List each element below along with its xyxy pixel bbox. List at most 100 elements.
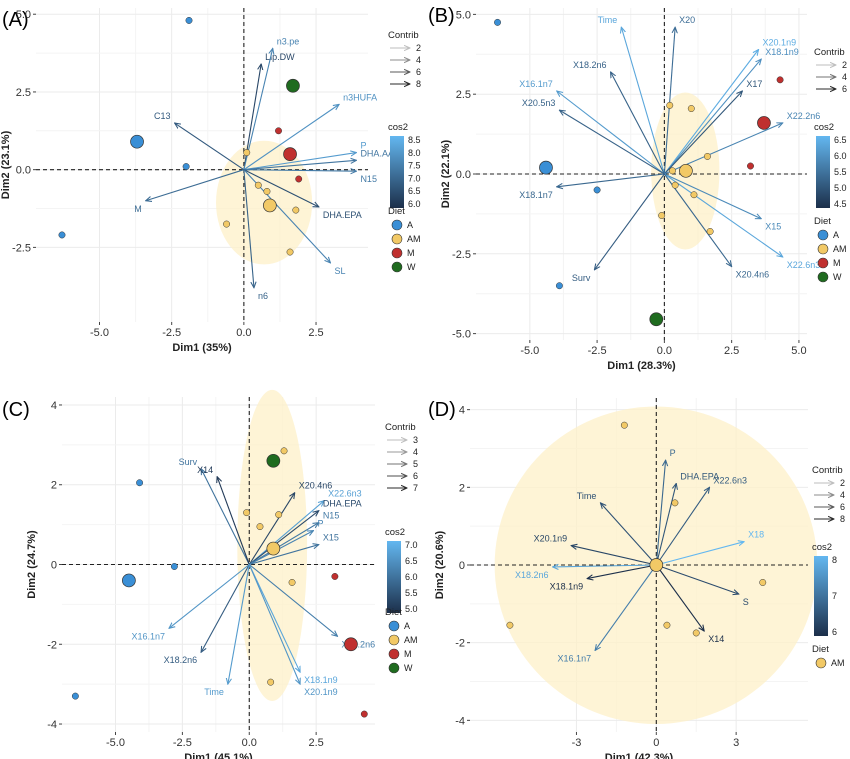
- y-tick-label: -2.5: [12, 242, 31, 254]
- variable-label: DHA.AA: [360, 148, 394, 158]
- group-centroid: [757, 116, 771, 130]
- group-centroid: [286, 78, 300, 93]
- legend-cos2-tick: 6.5: [834, 135, 847, 145]
- y-tick-label: 0: [51, 560, 57, 572]
- y-tick-label: 0: [459, 560, 465, 572]
- variable-label: X15: [323, 533, 339, 543]
- legend-cos2-tick: 6.0: [408, 199, 421, 209]
- variable-label: X22.6n3: [328, 489, 362, 499]
- x-tick-label: -2.5: [588, 345, 607, 357]
- variable-arrow: [243, 169, 319, 207]
- variable-arrow: [201, 564, 250, 653]
- individual-point: [71, 692, 79, 700]
- variable-arrow: [146, 169, 245, 201]
- individual-point: [706, 228, 714, 235]
- variable-label: X18.2n6: [573, 60, 607, 70]
- y-tick-label: 2: [51, 480, 57, 492]
- individual-point: [687, 105, 695, 113]
- variable-label: DHA.EPA: [323, 499, 362, 509]
- legend-contrib-label: 7: [413, 483, 418, 493]
- legend-cos2-tick: 6.0: [834, 151, 847, 161]
- legend-contrib-title: Contrib: [388, 30, 419, 41]
- individual-point: [243, 509, 251, 517]
- individual-point: [182, 163, 190, 171]
- variable-label: X14: [708, 634, 724, 644]
- panel-b: (B) -5.0 -2.5 0.0 2.5 5.0 -5.0 -2.5 0.0 2.5 5.0 Dim…: [428, 5, 847, 372]
- variable-arrow: [656, 542, 744, 566]
- variable-label: X20.4n6: [299, 481, 333, 491]
- legend-diet-swatch: [391, 219, 403, 231]
- group-centroid: [122, 573, 136, 588]
- legend-diet-title: Diet: [388, 206, 405, 217]
- variable-arrow: [655, 564, 704, 631]
- variable-arrow: [655, 483, 676, 566]
- variable-arrow: [243, 48, 273, 170]
- legend-diet-title: Diet: [814, 216, 831, 227]
- variable-arrow: [248, 564, 337, 637]
- individual-point: [280, 447, 288, 455]
- variable-label: X18: [748, 530, 764, 540]
- variable-arrow: [248, 564, 300, 685]
- variable-label: X20: [679, 15, 695, 25]
- legend-diet-swatch: [391, 261, 403, 273]
- legend-diet-swatch: [817, 229, 829, 241]
- legend-cos2-colorbar: [387, 541, 401, 613]
- variable-label: P: [317, 519, 323, 529]
- variable-label: X16.1n7: [558, 653, 592, 663]
- variable-arrow: [663, 50, 758, 175]
- variable-label: N15: [323, 511, 340, 521]
- legend-cos2-tick: 7.5: [408, 161, 421, 171]
- individual-point: [663, 621, 671, 629]
- legend-diet-swatch: [388, 620, 400, 632]
- legend-cos2-tick: 4.5: [834, 199, 847, 209]
- legend-diet-label: M: [407, 248, 415, 258]
- panel-d: (D) -3 0 3 -4 -2 0 2 4 Dim1 (42.3%) Dim2 (20.6%) P D…: [428, 398, 845, 759]
- x-tick-label: 3: [733, 737, 739, 749]
- x-tick-label: 2.5: [724, 345, 739, 357]
- variable-label: Surv: [572, 273, 591, 283]
- grid: [36, 8, 368, 322]
- variable-label: M: [134, 204, 142, 214]
- legend-diet-label: AM: [404, 635, 418, 645]
- legend-cos2-tick: 5.0: [405, 604, 418, 614]
- legend-diet-swatch: [817, 243, 829, 255]
- y-tick-label: -2.5: [452, 249, 471, 261]
- x-tick-label: -5.0: [520, 345, 539, 357]
- legend-contrib-label: 4: [416, 55, 421, 65]
- individual-point: [692, 629, 700, 637]
- legend-contrib-label: 5: [413, 459, 418, 469]
- legend-diet-label: M: [833, 258, 841, 268]
- variable-arrow: [243, 169, 254, 288]
- variable-label: Lip.DW: [265, 52, 295, 62]
- variable-label: Surv: [179, 457, 198, 467]
- individual-point: [671, 499, 679, 507]
- variable-label: X20.4n6: [736, 270, 770, 280]
- legend-diet-label: A: [833, 230, 839, 240]
- legend-cos2-tick: 6: [832, 627, 837, 637]
- variable-label: P: [670, 448, 676, 458]
- individual-point: [593, 186, 601, 194]
- legend-cos2-tick: 8: [832, 555, 837, 565]
- individual-point: [170, 563, 178, 570]
- variable-arrow: [611, 72, 665, 175]
- individual-point: [243, 149, 251, 157]
- legend-diet-label: W: [404, 663, 413, 673]
- y-tick-label: 5.0: [456, 9, 471, 21]
- legend-cos2-title: cos2: [388, 122, 408, 133]
- legend-diet-label: M: [404, 649, 412, 659]
- variable-label: SL: [334, 266, 345, 276]
- variable-arrow: [663, 59, 761, 175]
- x-tick-label: 0.0: [657, 345, 672, 357]
- variable-label: X20.5n3: [522, 98, 556, 108]
- x-tick-label: -2.5: [162, 327, 181, 339]
- variable-label: X18.2n6: [164, 655, 198, 665]
- individual-point: [58, 231, 66, 239]
- legend-contrib-label: 2: [842, 60, 847, 70]
- y-axis-title: Dim2 (22.1%): [440, 139, 452, 208]
- variable-label: X15: [765, 222, 781, 232]
- legend-cos2-tick: 6.0: [405, 572, 418, 582]
- individual-point: [555, 282, 563, 290]
- variable-arrow: [621, 27, 665, 175]
- legend-diet-swatch: [388, 648, 400, 660]
